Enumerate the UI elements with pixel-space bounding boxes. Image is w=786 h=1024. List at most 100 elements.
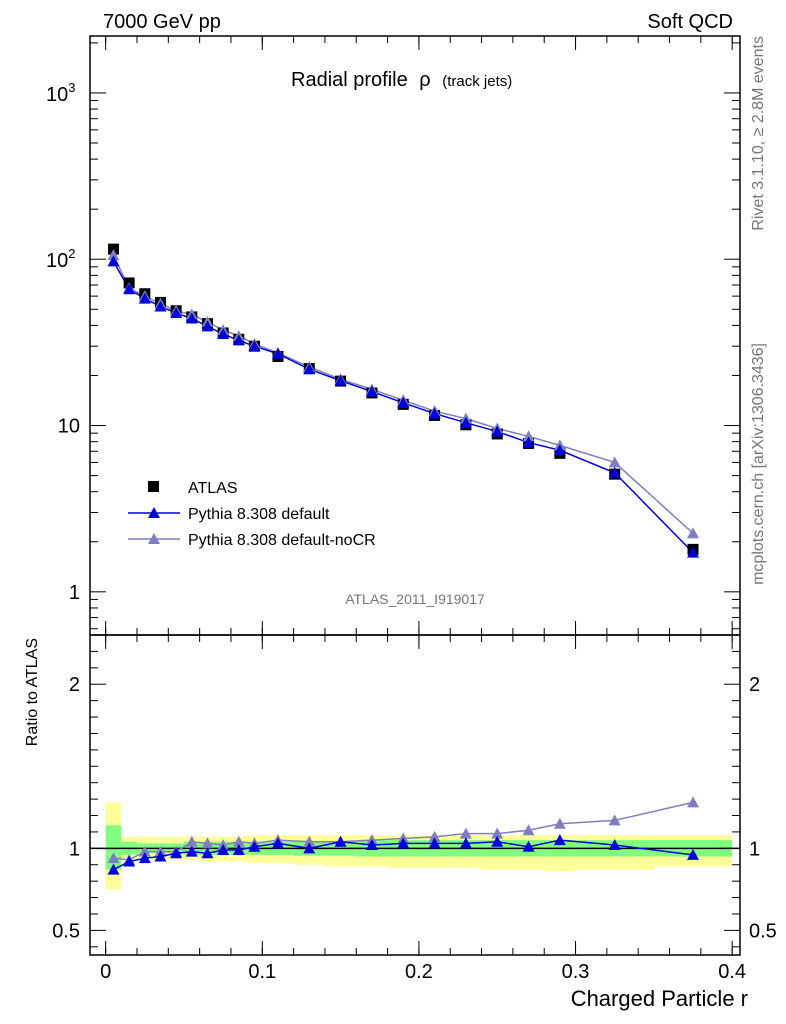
ratio-series-line <box>113 801 694 861</box>
legend-marker-nocr <box>148 533 160 544</box>
main-y-tick-label: 102 <box>46 246 75 272</box>
ratio-y-tick-label: 2 <box>69 674 80 696</box>
ratio-y-tick-label-right: 1 <box>749 838 760 860</box>
ratio-default-point <box>334 835 347 847</box>
ratio-nocr-point <box>138 845 151 857</box>
header-process-label: Soft QCD <box>647 11 733 33</box>
ratio-nocr-point <box>201 837 214 849</box>
ratio-nocr-point <box>553 817 566 829</box>
ratio-default-point <box>217 843 230 855</box>
ratio-y-tick-label: 1 <box>69 838 80 860</box>
side-label-rivet: Rivet 3.1.10, ≥ 2.8M events <box>750 36 767 231</box>
ratio-series-line <box>113 839 694 871</box>
ratio-default-point <box>154 850 167 862</box>
ratio-default-point <box>271 837 284 849</box>
x-axis-label: Charged Particle r <box>571 986 748 1011</box>
default-data-point <box>608 466 621 478</box>
default-data-point <box>185 312 198 324</box>
default-data-point <box>232 334 245 346</box>
ratio-nocr-point <box>459 827 472 839</box>
ratio-default-point <box>522 840 535 852</box>
side-label-mcplots: mcplots.cern.ch [arXiv:1306.3436] <box>750 343 767 585</box>
ratio-default-point <box>248 840 261 852</box>
x-tick-label: 0.2 <box>405 961 433 983</box>
ratio-y-tick-label-right: 2 <box>749 674 760 696</box>
ratio-default-point <box>201 847 214 859</box>
legend-label-default: Pythia 8.308 default <box>188 506 330 523</box>
main-title: Radial profile ρ (track jets) <box>291 69 512 91</box>
ratio-nocr-point <box>687 796 700 808</box>
ratio-panel: 0.5 0.5 1 1 2 2 0 0.1 0.2 0.3 0.4 Ratio to ATLAS C… <box>24 634 777 1011</box>
default-data-point <box>123 283 136 295</box>
legend-label-nocr: Pythia 8.308 default-noCR <box>188 532 376 549</box>
main-series-line <box>112 261 694 554</box>
default-data-point <box>201 320 214 332</box>
ratio-default-point <box>185 845 198 857</box>
nocr-data-point <box>107 249 120 261</box>
x-tick-label: 0 <box>100 961 111 983</box>
default-data-point <box>365 385 378 397</box>
ratio-default-point <box>459 837 472 849</box>
default-data-point <box>553 444 566 456</box>
main-y-tick-label: 10 <box>58 416 80 438</box>
default-data-point <box>459 416 472 428</box>
default-data-point <box>138 292 151 304</box>
main-series-layer <box>107 243 700 558</box>
ratio-default-point <box>138 852 151 864</box>
ratio-default-point <box>687 848 700 860</box>
main-y-tick-label: 1 <box>69 582 80 604</box>
default-data-point <box>271 347 284 359</box>
default-data-point <box>522 436 535 448</box>
ratio-series-layer <box>107 796 700 875</box>
ratio-axes-ticks: 0.5 0.5 1 1 2 2 0 0.1 0.2 0.3 0.4 <box>52 635 777 983</box>
ratio-default-point <box>303 842 316 854</box>
ratio-nocr-point <box>522 824 535 836</box>
x-tick-label: 0.4 <box>718 961 746 983</box>
legend-marker-default <box>148 507 160 518</box>
ratio-y-tick-label: 0.5 <box>52 920 80 942</box>
default-data-point <box>303 363 316 375</box>
default-data-point <box>248 340 261 352</box>
analysis-watermark: ATLAS_2011_I919017 <box>345 591 485 607</box>
ratio-nocr-point <box>107 852 120 864</box>
ratio-default-point <box>170 847 183 859</box>
ratio-nocr-point <box>608 814 621 826</box>
default-data-point <box>170 307 183 319</box>
x-tick-label: 0.1 <box>248 961 276 983</box>
ratio-default-point <box>232 843 245 855</box>
header-energy-label: 7000 GeV pp <box>103 11 221 33</box>
ratio-default-point <box>428 837 441 849</box>
x-tick-label: 0.3 <box>562 961 590 983</box>
main-y-tick-label: 103 <box>46 80 75 106</box>
default-data-point <box>687 546 700 558</box>
ratio-nocr-point <box>491 827 504 839</box>
ratio-default-point <box>107 863 120 875</box>
nocr-data-point <box>687 527 700 539</box>
legend-label-atlas: ATLAS <box>188 480 238 497</box>
ratio-default-point <box>365 839 378 851</box>
default-data-point <box>428 407 441 419</box>
ratio-nocr-point <box>428 830 441 842</box>
ratio-nocr-point <box>232 835 245 847</box>
default-data-point <box>107 255 120 267</box>
ratio-y-axis-label: Ratio to ATLAS <box>24 638 41 746</box>
default-data-point <box>334 374 347 386</box>
ratio-panel-frame <box>89 634 741 956</box>
default-data-point <box>154 300 167 312</box>
default-data-point <box>397 396 410 408</box>
ratio-default-point <box>608 839 621 851</box>
nocr-data-point <box>608 456 621 468</box>
default-data-point <box>217 328 230 340</box>
ratio-default-point <box>397 837 410 849</box>
nocr-data-point <box>522 430 535 442</box>
ratio-nocr-point <box>185 835 198 847</box>
default-data-point <box>491 425 504 437</box>
ratio-nocr-point <box>303 835 316 847</box>
legend: ATLAS Pythia 8.308 default Pythia 8.308 … <box>128 480 376 549</box>
ratio-default-point <box>491 835 504 847</box>
ratio-default-point <box>553 834 566 846</box>
ratio-y-tick-label-right: 0.5 <box>749 920 777 942</box>
main-axes-ticks: 1 10 102 103 <box>46 36 740 635</box>
ratio-default-point <box>123 855 136 867</box>
